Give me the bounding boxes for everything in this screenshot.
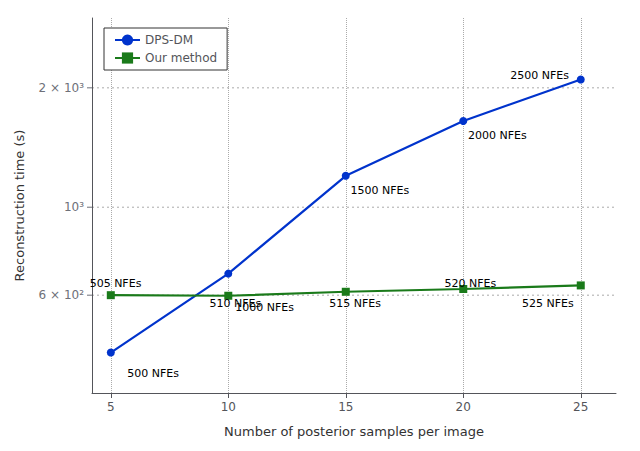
svg-text:2500 NFEs: 2500 NFEs: [510, 69, 569, 82]
svg-text:10: 10: [221, 400, 236, 414]
svg-text:Reconstruction time (s): Reconstruction time (s): [12, 130, 27, 282]
svg-text:Number of posterior samples pe: Number of posterior samples per image: [224, 424, 484, 439]
svg-text:25: 25: [573, 400, 588, 414]
svg-text:1500 NFEs: 1500 NFEs: [350, 184, 409, 197]
svg-text:520 NFEs: 520 NFEs: [444, 277, 496, 290]
svg-text:5: 5: [107, 400, 115, 414]
svg-text:2000 NFEs: 2000 NFEs: [468, 129, 527, 142]
svg-text:515 NFEs: 515 NFEs: [329, 297, 381, 310]
svg-text:500 NFEs: 500 NFEs: [127, 367, 179, 380]
svg-text:6 × 10²: 6 × 10²: [39, 288, 85, 302]
svg-text:505 NFEs: 505 NFEs: [90, 277, 142, 290]
svg-text:15: 15: [338, 400, 353, 414]
svg-text:1000 NFEs: 1000 NFEs: [235, 300, 295, 314]
svg-text:DPS-DM: DPS-DM: [145, 33, 193, 47]
svg-text:Our method: Our method: [145, 51, 217, 65]
svg-text:510 NFEs: 510 NFEs: [209, 297, 261, 310]
svg-text:10³: 10³: [64, 200, 84, 214]
svg-text:525 NFEs: 525 NFEs: [522, 297, 574, 310]
svg-text:20: 20: [456, 400, 471, 414]
svg-text:2 × 10³: 2 × 10³: [39, 81, 85, 95]
